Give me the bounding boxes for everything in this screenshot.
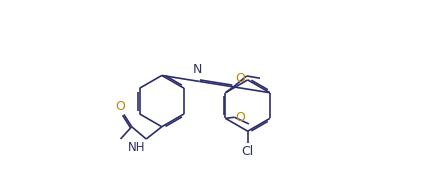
Text: O: O [116, 100, 126, 113]
Text: O: O [235, 72, 245, 85]
Text: O: O [235, 111, 245, 124]
Text: N: N [193, 63, 203, 76]
Text: Cl: Cl [242, 145, 254, 158]
Text: NH: NH [128, 141, 146, 154]
